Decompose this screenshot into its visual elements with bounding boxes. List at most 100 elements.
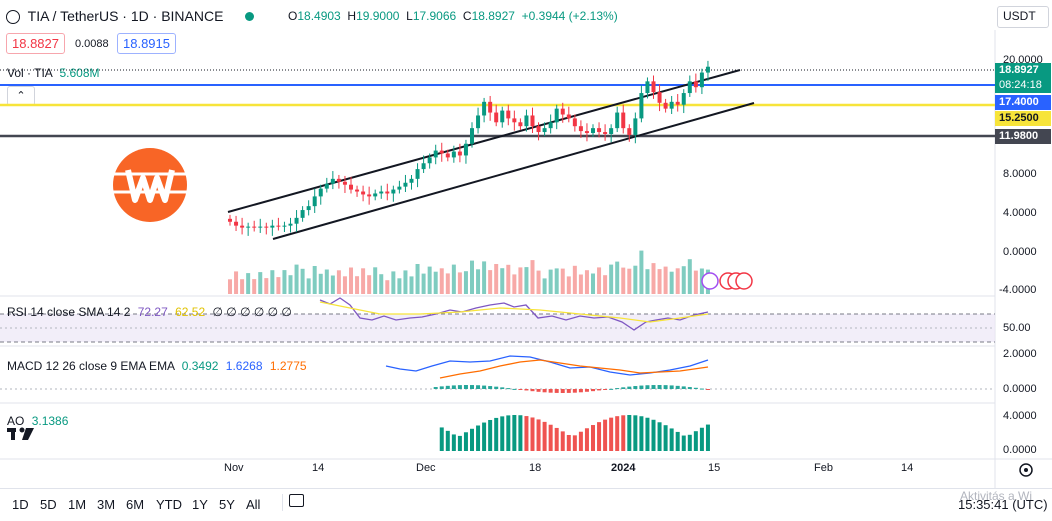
volume-bar	[597, 267, 602, 294]
candle-body	[645, 81, 650, 94]
change-value: +0.3944 (+2.13%)	[521, 9, 618, 23]
volume-bar	[584, 270, 589, 294]
candle-body	[451, 151, 456, 158]
main-chart[interactable]	[0, 0, 1052, 488]
macd-hist-bar	[621, 387, 626, 389]
price-axis-tick: 4.0000	[1003, 207, 1037, 219]
volume-bar	[470, 260, 474, 294]
ao-bar	[470, 428, 474, 451]
rsi-legend[interactable]: RSI 14 close SMA 14 2 72.27 62.52 ∅ ∅ ∅ …	[7, 305, 292, 319]
candle-body	[542, 128, 547, 133]
macd-legend[interactable]: MACD 12 26 close 9 EMA EMA 0.3492 1.6268…	[7, 359, 307, 373]
candle-body	[633, 118, 638, 135]
ao-bar	[494, 417, 499, 451]
candle-body	[270, 225, 275, 228]
macd-hist-bar	[669, 385, 674, 389]
candle-body	[494, 112, 499, 123]
volume-bar	[403, 270, 408, 294]
buy-price-button[interactable]: 18.8915	[117, 33, 176, 54]
date-range-calendar-icon[interactable]	[282, 494, 309, 511]
ao-bar	[633, 415, 638, 451]
volume-bar	[270, 270, 275, 294]
candle-body	[379, 191, 384, 194]
macd-hist-bar	[591, 389, 595, 392]
candle-body	[282, 225, 287, 227]
ao-bar	[554, 427, 559, 451]
macd-hist-bar	[687, 387, 692, 389]
candle-body	[705, 66, 710, 73]
economic-event-icon-3[interactable]	[735, 272, 753, 290]
candle-body	[463, 143, 468, 156]
volume-bar	[342, 276, 347, 294]
macd-hist-bar	[488, 386, 493, 389]
open-label: O	[288, 9, 298, 23]
candle-body	[246, 226, 251, 228]
ao-bar	[621, 415, 626, 451]
candle-body	[415, 169, 420, 179]
macd-hist-bar	[494, 386, 499, 389]
macd-hist-bar	[560, 389, 565, 393]
candle-body	[312, 196, 317, 207]
clock-utc[interactable]: 15:35:41 (UTC)	[958, 497, 1048, 512]
volume-bar	[379, 274, 384, 294]
timeframe-5y[interactable]: 5Y	[219, 497, 235, 512]
candle-body	[687, 81, 692, 94]
high-label: H	[347, 9, 357, 23]
volume-bar	[300, 268, 305, 294]
candle-body	[276, 225, 281, 227]
timeframe-3m[interactable]: 3M	[97, 497, 116, 512]
candle-body	[330, 178, 335, 184]
currency-selector[interactable]: USDT	[997, 6, 1049, 28]
volume-bar	[530, 260, 535, 294]
macd-hist-bar	[457, 385, 462, 389]
candle-body	[657, 92, 662, 103]
candle-body	[409, 178, 414, 183]
symbol-title-group[interactable]: TIA / TetherUS · 1D · BINANCE	[6, 8, 255, 24]
volume-bar	[524, 267, 529, 294]
lightning-event-icon[interactable]	[701, 272, 719, 290]
candle-body	[560, 108, 565, 115]
volume-bar	[506, 264, 511, 294]
ao-axis-tick: 4.0000	[1003, 410, 1037, 422]
ao-bar	[597, 422, 602, 451]
volume-bar	[415, 264, 420, 294]
channel-upper-trendline[interactable]	[227, 69, 741, 213]
volume-bar	[621, 267, 626, 294]
candle-body	[421, 163, 426, 170]
candle-body	[361, 191, 366, 195]
low-label: L	[406, 9, 413, 23]
sell-price-button[interactable]: 18.8827	[6, 33, 65, 54]
macd-hist-bar	[639, 385, 644, 389]
ao-legend[interactable]: AO 3.1386	[7, 414, 68, 428]
volume-bar	[681, 266, 686, 294]
price-axis-tick: 0.0000	[1003, 246, 1037, 258]
timeframe-5d[interactable]: 5D	[40, 497, 57, 512]
timeframe-all[interactable]: All	[246, 497, 261, 512]
candle-body	[397, 186, 402, 190]
macd-hist-bar	[524, 389, 529, 391]
candle-body	[615, 112, 620, 129]
ao-bar	[591, 425, 595, 451]
rsi-sma-line	[319, 301, 709, 323]
channel-lower-trendline[interactable]	[272, 102, 755, 240]
macd-hist-bar	[451, 385, 456, 389]
candle-body	[300, 210, 305, 218]
macd-hist-bar	[705, 389, 710, 390]
timeframe-ytd[interactable]: YTD	[156, 497, 182, 512]
rsi-axis-tick: 50.00	[1003, 322, 1031, 334]
volume-bar	[421, 273, 426, 294]
timeframe-1m[interactable]: 1M	[68, 497, 87, 512]
macd-hist-bar	[506, 388, 511, 390]
candle-body	[252, 226, 257, 228]
timeframe-1y[interactable]: 1Y	[192, 497, 208, 512]
volume-bar	[687, 259, 692, 294]
macd-hist-bar	[512, 388, 517, 390]
symbol-title[interactable]: TIA / TetherUS · 1D · BINANCE	[27, 8, 224, 24]
timeframe-1d[interactable]: 1D	[12, 497, 29, 512]
ao-bar	[476, 425, 481, 451]
macd-hist-bar	[500, 387, 505, 389]
volume-bar	[669, 271, 674, 294]
timeframe-6m[interactable]: 6M	[126, 497, 145, 512]
time-axis-label: 2024	[611, 462, 636, 474]
settings-gear-icon[interactable]	[1019, 463, 1033, 477]
